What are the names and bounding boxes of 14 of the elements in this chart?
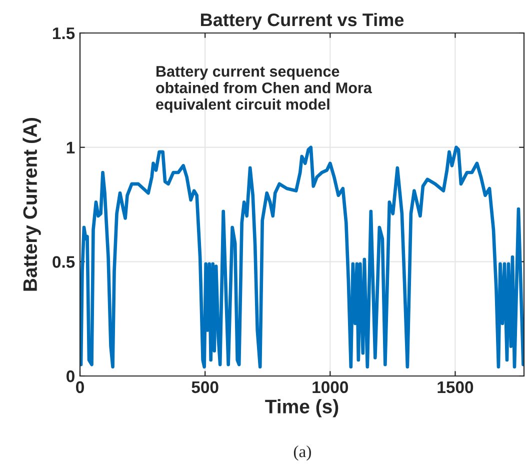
y-tick-label: 0 <box>66 370 74 382</box>
chart-title: Battery Current vs Time <box>201 12 404 30</box>
y-tick-label: 1 <box>66 142 75 154</box>
x-tick-label: 0 <box>76 381 84 394</box>
line-series <box>80 146 524 369</box>
x-axis-title: Time (s) <box>265 399 338 418</box>
x-tick-label: 1000 <box>312 381 348 394</box>
text: (a) <box>294 445 311 461</box>
x-tick-label: 1500 <box>438 381 474 394</box>
annotation: Battery current sequence obtained from Chen and Mora equivalent circuit model <box>156 66 372 113</box>
y-tick-label: 0.5 <box>52 256 75 268</box>
x-tick-label: 500 <box>192 381 218 394</box>
y-tick-label: 1.5 <box>53 28 75 40</box>
y-axis-title: Battery Current (A) <box>22 118 41 291</box>
